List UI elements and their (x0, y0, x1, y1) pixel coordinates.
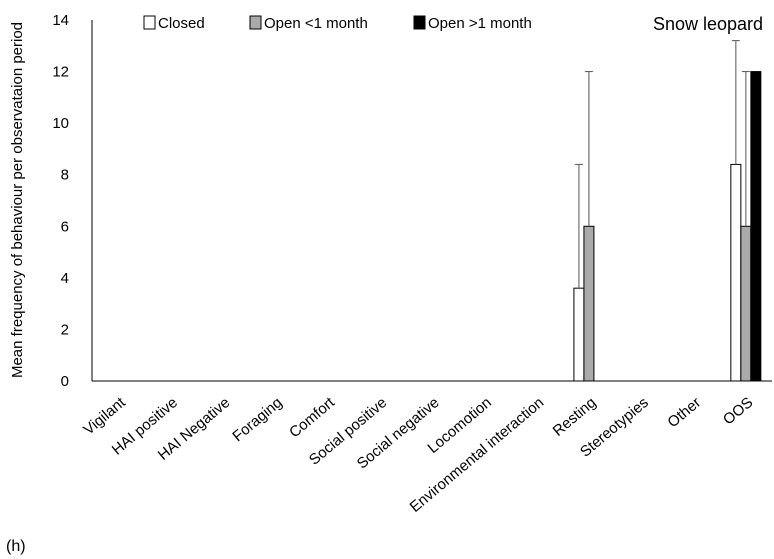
panel-label: (h) (6, 538, 26, 555)
category-label: Foraging (229, 394, 285, 445)
category-label: Resting (550, 394, 600, 440)
legend-label: Open <1 month (264, 15, 368, 32)
legend-label: Open >1 month (428, 15, 532, 32)
bar-open-1-month-oos (750, 71, 762, 382)
y-tick-label: 0 (61, 373, 69, 390)
chart-title: Snow leopard (653, 14, 763, 34)
y-tick-label: 2 (61, 321, 69, 338)
bar-open-1-month-resting (583, 225, 595, 382)
y-tick-label: 6 (61, 218, 69, 235)
bars (573, 71, 762, 382)
error-bars (574, 40, 750, 289)
legend-swatch (413, 15, 426, 30)
bar-closed-resting (573, 287, 585, 382)
category-label: Vigilant (80, 394, 129, 439)
y-tick-label: 10 (52, 115, 69, 132)
y-tick-label: 12 (52, 64, 69, 81)
y-tick-label: 8 (61, 167, 69, 184)
y-tick-label: 14 (52, 12, 69, 29)
y-tick-label: 4 (61, 270, 69, 287)
category-label: Other (664, 394, 704, 431)
y-axis-label: Mean frequency of behaviour per observat… (9, 22, 26, 378)
y-axis-ticks: 0 2 4 6 8 10 12 14 (52, 12, 69, 390)
legend-label: Closed (158, 15, 205, 32)
bar-closed-oos (730, 163, 742, 382)
legend-swatch (143, 15, 156, 30)
category-label: OOS (720, 394, 756, 428)
legend: Closed Open <1 month Open >1 month (143, 15, 532, 32)
bar-open-1-month-oos (740, 225, 752, 382)
legend-swatch (249, 15, 262, 30)
